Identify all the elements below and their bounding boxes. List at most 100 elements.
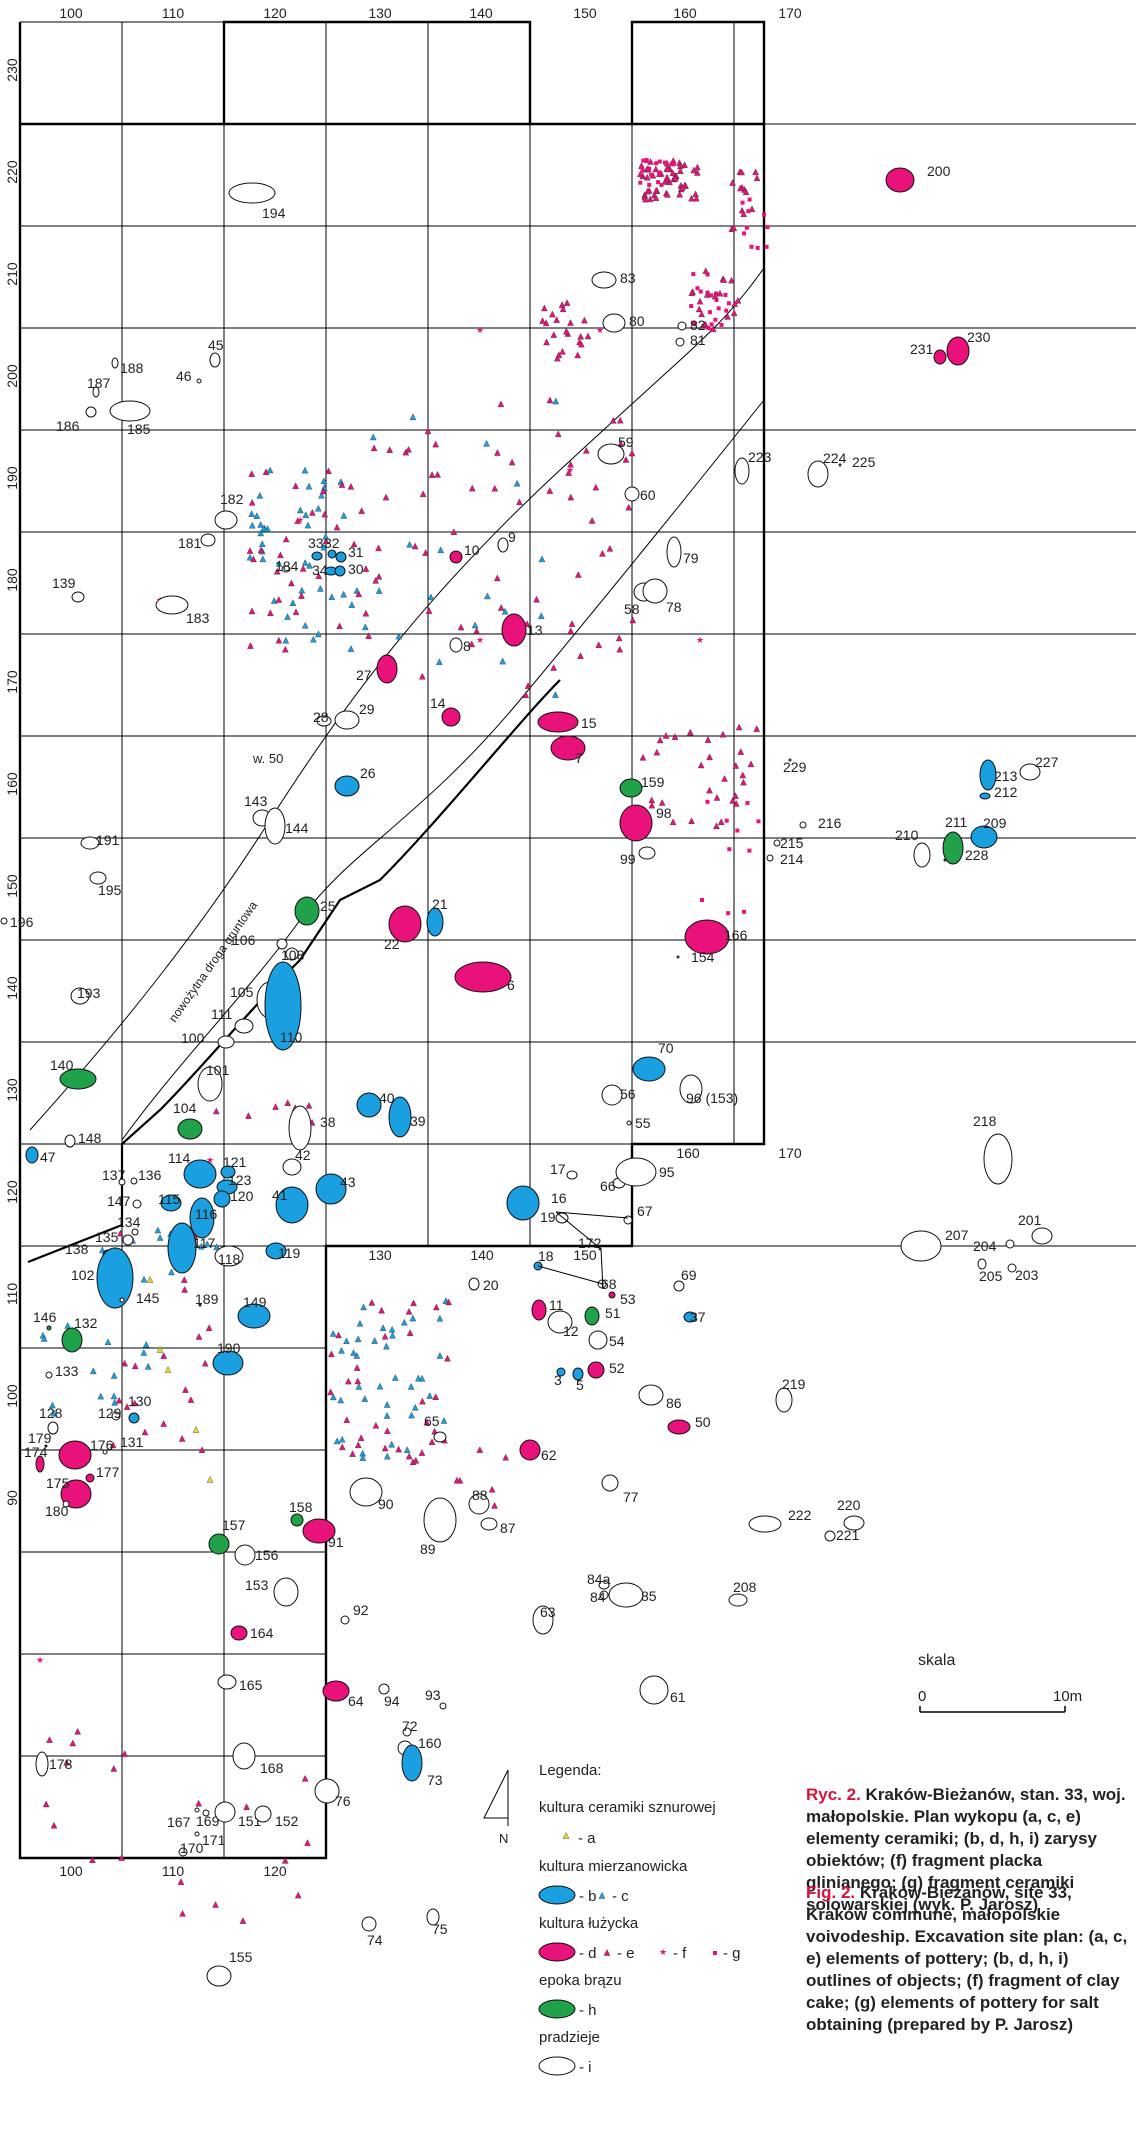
find-triangle [340, 590, 347, 598]
find-triangle [243, 1803, 250, 1810]
find-triangle [502, 1453, 510, 1461]
find-triangle [516, 498, 523, 506]
find-square [746, 209, 751, 214]
feature-outline [160, 1194, 182, 1212]
find-triangle [644, 187, 651, 195]
find-triangle [703, 291, 711, 298]
find-triangle [565, 469, 573, 476]
find-triangle [639, 753, 647, 761]
find-triangle [121, 1750, 129, 1757]
find-triangle [248, 470, 256, 477]
feature-label: 168 [260, 1760, 284, 1776]
feature-outline [584, 1306, 600, 1326]
feature-outline [213, 1190, 231, 1208]
find-triangle [664, 165, 672, 173]
find-triangle [701, 320, 709, 328]
find-triangle [432, 440, 439, 448]
feature-outline [264, 961, 302, 1051]
find-triangle [405, 445, 412, 453]
find-triangle [109, 1441, 117, 1449]
find-triangle [406, 1329, 414, 1336]
feature-outline [294, 896, 320, 926]
find-triangle [615, 634, 623, 642]
legend-key: - d [579, 1945, 597, 1962]
find-triangle [301, 466, 309, 474]
feature-label: 149 [243, 1294, 267, 1310]
find-triangle [110, 1372, 118, 1379]
find-square [716, 306, 721, 311]
feature-outline [441, 707, 461, 727]
feature-label: 172 [578, 1235, 602, 1251]
find-triangle [445, 1298, 452, 1306]
feature-label: 12 [563, 1323, 579, 1339]
axis-tick-label: 160 [4, 772, 20, 796]
feature-outline [1019, 763, 1041, 781]
find-triangle [257, 546, 265, 554]
feature-label: 196 [10, 914, 34, 930]
feature-label: 208 [733, 1579, 757, 1595]
feature-label: 43 [340, 1174, 356, 1190]
find-triangle [603, 1949, 611, 1956]
find-triangle [457, 623, 465, 631]
feature-outline [423, 1497, 457, 1543]
find-square [724, 308, 729, 313]
find-triangle [671, 174, 679, 182]
feature-outline [45, 1371, 53, 1379]
find-triangle [299, 564, 307, 572]
caption-text: Kraków-Bieżanów, stan. 33, woj. małopols… [806, 1785, 1126, 1914]
find-triangle [315, 504, 322, 512]
feature-outline [632, 1056, 666, 1082]
feature-outline [683, 1311, 697, 1323]
feature-label: 180 [45, 1503, 69, 1519]
scale-label: 10m [1053, 1688, 1082, 1705]
feature-label: 157 [222, 1517, 246, 1533]
feature-outline [314, 1778, 340, 1804]
feature-label: 135 [95, 1229, 119, 1245]
find-triangle [282, 636, 290, 644]
feature-label: 16 [551, 1190, 567, 1206]
find-triangle [658, 799, 666, 806]
feature-outline [788, 758, 792, 762]
axis-tick-label: 200 [4, 364, 20, 388]
find-triangle [508, 458, 516, 466]
feature-outline [356, 1092, 382, 1118]
find-triangle [110, 1392, 118, 1400]
find-triangle [747, 760, 755, 768]
find-triangle [648, 801, 656, 809]
find-triangle [384, 1452, 391, 1460]
find-triangle [115, 1396, 123, 1404]
find-triangle [494, 449, 501, 456]
find-triangle [49, 1401, 56, 1409]
feature-outline [327, 549, 337, 559]
find-triangle [294, 517, 302, 524]
find-triangle [181, 1286, 188, 1293]
find-triangle [319, 487, 327, 495]
find-triangle [652, 186, 660, 194]
feature-label: 120 [230, 1188, 254, 1204]
find-square [669, 162, 674, 167]
feature-outline [61, 1327, 83, 1353]
feature-outline [537, 711, 579, 733]
find-triangle [484, 592, 491, 600]
find-square [764, 244, 769, 249]
feature-outline [601, 1474, 619, 1492]
grid-lines [20, 22, 1136, 1858]
axis-tick-label: 150 [573, 5, 597, 21]
feature-label: 65 [424, 1413, 440, 1429]
find-triangle [405, 1307, 413, 1315]
feature-label: 59 [618, 434, 634, 450]
feature-outline [638, 846, 656, 860]
find-triangle [522, 691, 530, 699]
find-triangle [384, 1427, 391, 1434]
feature-label: 79 [683, 550, 699, 566]
feature-label: 174 [24, 1444, 48, 1460]
find-square [723, 292, 728, 297]
find-square [657, 170, 662, 175]
find-triangle [629, 616, 637, 624]
feature-label: 39 [410, 1113, 426, 1129]
find-triangle [679, 183, 686, 191]
find-triangle [616, 645, 624, 653]
find-triangle [46, 1736, 53, 1743]
find-triangle [305, 482, 313, 490]
